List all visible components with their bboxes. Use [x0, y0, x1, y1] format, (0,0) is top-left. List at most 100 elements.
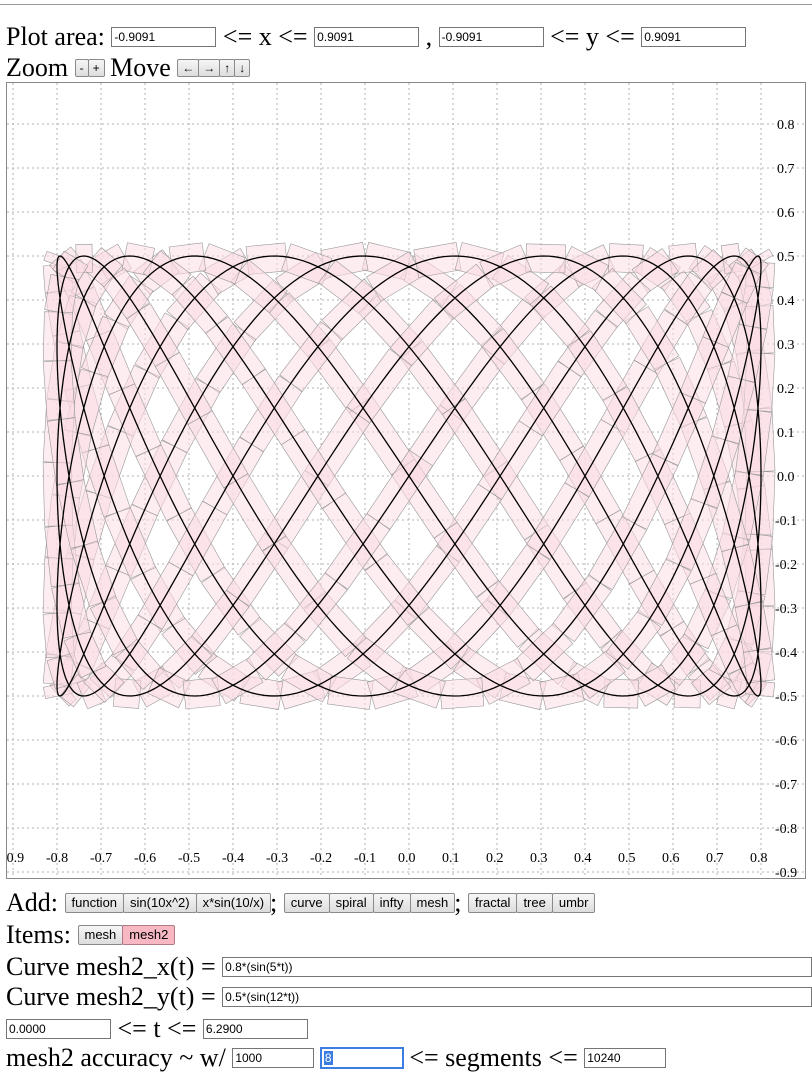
mesh-segment: [551, 574, 612, 643]
curve-x-row: Curve mesh2_x(t) = 0.8*(sin(5*t)): [6, 950, 812, 982]
x-range-label: <= x <=: [222, 22, 308, 52]
add-umbr-button[interactable]: umbr: [551, 893, 596, 914]
mesh-segment: [346, 635, 408, 692]
mesh-segment: [603, 678, 639, 709]
y-tick-label: 0.2: [777, 382, 795, 397]
min-segments-input[interactable]: 8: [319, 1047, 404, 1070]
add-fractal-button[interactable]: fractal: [468, 893, 518, 914]
mesh-segment: [171, 275, 228, 335]
x-tick-label: -0.9: [7, 851, 24, 866]
add-label: Add:: [6, 888, 58, 918]
x-tick-label: 0.6: [662, 851, 680, 866]
x-tick-label: 0.5: [618, 851, 636, 866]
x-tick-label: -0.4: [222, 851, 244, 866]
add-mesh-button[interactable]: mesh: [409, 893, 456, 914]
x-tick-label: 0.3: [530, 851, 548, 866]
y-tick-label: 0.4: [777, 294, 795, 309]
mesh-segment: [393, 666, 446, 709]
move-up-button[interactable]: ↑: [219, 59, 236, 78]
mesh-segment: [476, 579, 540, 648]
x-tick-label: -0.1: [354, 851, 376, 866]
zoom-out-button[interactable]: -: [74, 59, 89, 78]
y-tick-label: 0.5: [777, 250, 795, 265]
y-tick-label: 0.3: [777, 338, 795, 353]
mesh-segment: [475, 657, 531, 705]
xmax-input[interactable]: 0.9091: [314, 27, 420, 48]
x-tick-label: 0.8: [750, 851, 768, 866]
y-tick-label: 0.6: [777, 206, 795, 221]
add-curve-button[interactable]: curve: [283, 893, 330, 914]
items-row: Items: mesh mesh2: [6, 918, 176, 950]
add-separator-1: ;: [270, 888, 278, 918]
curve-y-input[interactable]: 0.5*(sin(12*t)): [222, 987, 812, 1008]
y-tick-label: -0.6: [775, 734, 797, 749]
accuracy-w-input[interactable]: 1000: [232, 1048, 315, 1069]
plot-canvas[interactable]: -0.9 -0.8 -0.7 -0.6 -0.5 -0.4 -0.3 -0.2 -0.1 0.0 0…: [6, 82, 806, 879]
comma-label: ,: [425, 22, 433, 52]
x-tick-label: 0.1: [442, 851, 460, 866]
mesh-segment: [630, 664, 677, 707]
add-function-button[interactable]: function: [64, 893, 125, 914]
mesh-segment: [279, 321, 344, 393]
curve-mesh2-line: [56, 255, 762, 697]
curve-y-label: Curve mesh2_y(t) =: [6, 982, 216, 1012]
t-range-label: <= t <=: [117, 1014, 197, 1044]
y-tick-label: 0.8: [777, 118, 795, 133]
plot-area-label: Plot area:: [6, 22, 105, 52]
add-spiral-button[interactable]: spiral: [328, 893, 374, 914]
x-tick-label: -0.8: [46, 851, 68, 866]
x-tick-label: -0.3: [266, 851, 288, 866]
add-x-sin-10-x-button[interactable]: x*sin(10/x): [195, 893, 272, 914]
y-tick-label: -0.7: [775, 778, 797, 793]
items-label: Items:: [6, 920, 71, 950]
add-row: Add: function sin(10x^2) x*sin(10/x); curv…: [6, 886, 596, 918]
move-right-button[interactable]: →: [198, 59, 221, 78]
curve-x-label: Curve mesh2_x(t) =: [6, 952, 216, 982]
x-tick-label: 0.2: [486, 851, 504, 866]
ymin-input[interactable]: -0.9091: [438, 27, 544, 48]
mesh-segment: [587, 515, 648, 591]
y-tick-label: -0.8: [775, 822, 797, 837]
mesh-segment: [657, 633, 707, 686]
xmin-input[interactable]: -0.9091: [111, 27, 217, 48]
item-mesh2-button[interactable]: mesh2: [122, 925, 176, 946]
min-segments-value: 8: [323, 1051, 333, 1066]
move-down-button[interactable]: ↓: [234, 59, 251, 78]
top-divider: [0, 4, 812, 5]
x-tick-labels: -0.9 -0.8 -0.7 -0.6 -0.5 -0.4 -0.3 -0.2 -0.1 0.0 0…: [7, 851, 768, 866]
mesh-segment: [525, 243, 566, 274]
y-tick-label: -0.2: [775, 558, 797, 573]
move-left-button[interactable]: ←: [177, 59, 200, 78]
tmax-input[interactable]: 6.2900: [202, 1019, 308, 1040]
mesh-segment: [566, 330, 628, 402]
accuracy-row: mesh2 accuracy ~ w/ 1000 8 <= segments <…: [6, 1041, 667, 1073]
y-tick-label: -0.9: [775, 866, 797, 878]
item-mesh-button[interactable]: mesh: [77, 925, 124, 946]
mesh-segment: [439, 677, 485, 710]
curve-lines: [56, 255, 762, 697]
max-segments-input[interactable]: 10240: [584, 1048, 667, 1069]
add-infty-button[interactable]: infty: [372, 893, 411, 914]
add-sin-10x-2-button[interactable]: sin(10x^2): [123, 893, 197, 914]
x-tick-label: 0.0: [398, 851, 416, 866]
mesh-segment: [413, 241, 462, 278]
mesh-segment: [51, 581, 91, 639]
zoom-in-button[interactable]: +: [87, 59, 105, 78]
add-tree-button[interactable]: tree: [516, 893, 553, 914]
mesh-segment: [366, 251, 424, 302]
move-label: Move: [110, 53, 171, 83]
tmin-input[interactable]: 0.0000: [6, 1019, 111, 1040]
ymax-input[interactable]: 0.9091: [641, 27, 747, 48]
x-tick-label: 0.7: [706, 851, 724, 866]
accuracy-label: mesh2 accuracy ~ w/: [6, 1043, 226, 1073]
y-tick-label: -0.4: [775, 646, 797, 661]
zoom-move-row: Zoom - + Move ← → ↑ ↓: [6, 51, 251, 83]
plot-svg: -0.9 -0.8 -0.7 -0.6 -0.5 -0.4 -0.3 -0.2 -0.1 0.0 0…: [7, 83, 805, 878]
mesh-segment: [121, 242, 155, 276]
x-tick-label: -0.5: [178, 851, 200, 866]
mesh-segment: [142, 250, 192, 297]
y-tick-label: 0.0: [777, 470, 795, 485]
x-tick-label: -0.2: [310, 851, 332, 866]
curve-x-input[interactable]: 0.8*(sin(5*t)): [222, 957, 812, 978]
y-tick-label: 0.7: [777, 162, 795, 177]
